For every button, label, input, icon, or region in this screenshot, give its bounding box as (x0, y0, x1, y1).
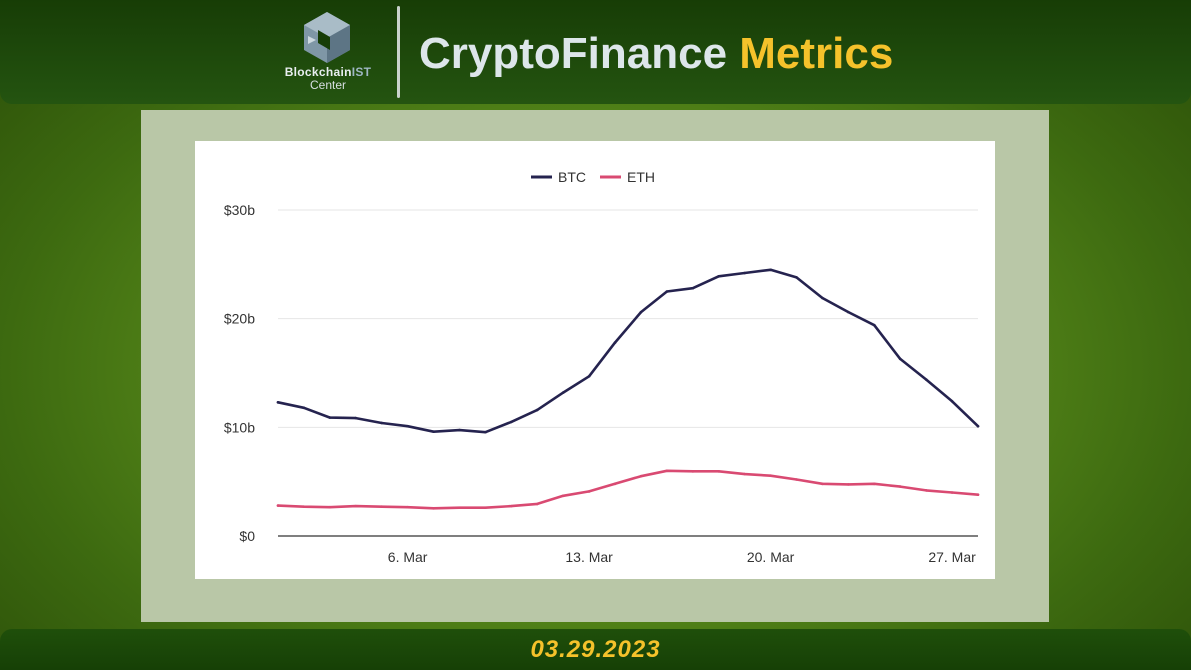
data-point-eth (613, 482, 617, 486)
data-point-eth (821, 482, 824, 486)
footer-bar: 03.29.2023 (0, 629, 1191, 670)
data-point-btc (613, 341, 617, 344)
data-point-btc (924, 378, 928, 381)
title-part-cryptofinance: CryptoFinance (419, 29, 728, 78)
chart-card: $0 $10b $20b $30b 6. Mar 13. Mar 20. Mar 27. Ma… (195, 141, 995, 579)
data-point-eth (587, 490, 591, 493)
data-point-eth (535, 502, 539, 506)
data-point-btc (510, 420, 513, 424)
x-tick-label: 20. Mar (747, 549, 795, 565)
y-tick-label: $0 (239, 528, 255, 544)
data-point-btc (587, 374, 591, 378)
data-point-btc (354, 416, 358, 420)
data-point-eth (872, 482, 876, 486)
data-point-eth (976, 493, 980, 497)
data-point-eth (484, 506, 487, 510)
y-tick-label: $20b (224, 311, 255, 327)
data-point-btc (898, 357, 902, 361)
data-point-eth (328, 505, 332, 509)
data-point-btc (380, 421, 384, 425)
report-date: 03.29.2023 (530, 636, 661, 663)
data-point-eth (665, 469, 669, 473)
data-point-btc (821, 296, 824, 300)
data-point-btc (535, 408, 539, 412)
header-bar: BlockchainIST Center CryptoFinance Metri… (0, 0, 1191, 104)
data-point-btc (639, 310, 643, 314)
line-chart: $0 $10b $20b $30b 6. Mar 13. Mar 20. Mar 27. Ma… (224, 169, 980, 565)
data-point-eth (924, 489, 928, 492)
header-divider (397, 6, 400, 98)
legend-label-eth: ETH (627, 169, 655, 185)
data-point-eth (769, 474, 772, 477)
data-point-eth (561, 494, 565, 498)
data-point-eth (950, 491, 954, 494)
page-title: CryptoFinance Metrics (419, 28, 893, 80)
logo-name: BlockchainIST (284, 65, 372, 79)
data-point-btc (872, 323, 876, 327)
data-point-btc (406, 424, 409, 428)
blockchain-cube-icon (304, 12, 350, 63)
data-point-eth (717, 470, 721, 473)
data-point-eth (458, 506, 461, 510)
data-point-btc (717, 274, 721, 278)
data-point-btc (743, 271, 746, 275)
data-point-btc (665, 290, 669, 293)
data-point-eth (432, 506, 435, 510)
data-point-btc (950, 399, 954, 403)
logo-subtitle: Center (309, 78, 347, 92)
data-point-btc (432, 430, 435, 433)
data-point-btc (769, 268, 772, 272)
data-point-btc (458, 428, 461, 432)
data-point-btc (976, 424, 980, 428)
data-point-eth (510, 504, 513, 508)
series-line-eth (276, 469, 980, 510)
logo-text: BlockchainIST Center (270, 66, 386, 92)
series-line-btc (276, 268, 980, 434)
data-point-eth (743, 472, 746, 476)
y-tick-label: $30b (224, 202, 255, 218)
data-point-eth (354, 504, 358, 508)
data-point-btc (795, 276, 798, 279)
x-tick-label: 27. Mar (928, 549, 976, 565)
data-point-eth (691, 470, 695, 473)
legend-label-btc: BTC (558, 169, 586, 185)
data-point-eth (302, 505, 306, 508)
data-point-btc (561, 391, 565, 394)
data-point-btc (484, 430, 487, 434)
data-point-btc (328, 416, 332, 419)
data-point-eth (380, 505, 384, 508)
data-point-eth (276, 504, 280, 507)
data-point-btc (276, 401, 280, 404)
data-point-btc (847, 310, 850, 314)
data-point-eth (406, 505, 409, 509)
title-part-metrics: Metrics (739, 29, 894, 78)
data-point-eth (639, 474, 643, 478)
data-point-btc (691, 286, 695, 290)
data-point-eth (795, 478, 798, 481)
x-tick-label: 13. Mar (565, 549, 613, 565)
x-tick-label: 6. Mar (388, 549, 428, 565)
data-point-btc (302, 406, 306, 410)
data-point-eth (898, 485, 902, 488)
data-point-eth (847, 483, 850, 486)
y-tick-label: $10b (224, 419, 255, 435)
